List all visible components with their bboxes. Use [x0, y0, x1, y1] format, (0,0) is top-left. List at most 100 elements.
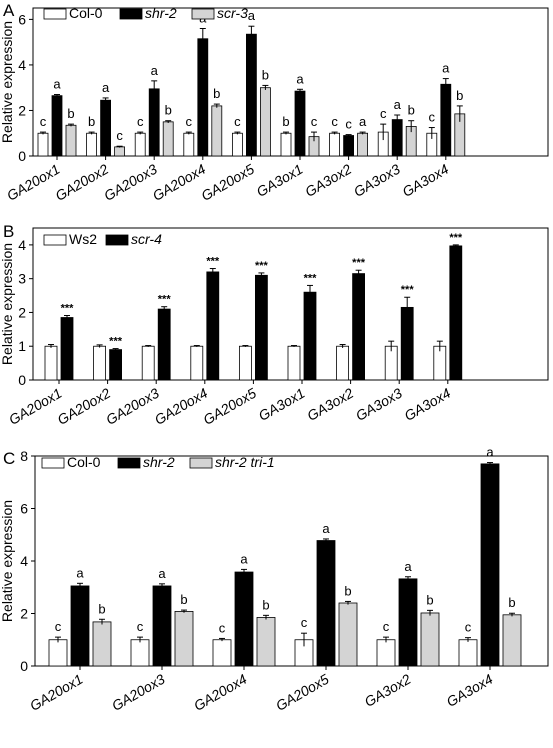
bar-col-0: [280, 132, 292, 157]
bar-shr-2-tri-1: [174, 611, 194, 667]
bar-shr-2: [100, 99, 111, 157]
bar-col-0: [130, 639, 150, 667]
significance-letter: a: [322, 521, 330, 536]
bar-ws2: [287, 345, 301, 381]
significance-stars: ***: [255, 260, 269, 272]
bar-scr-4: [449, 245, 463, 381]
legend-label: scr-3: [217, 5, 248, 21]
bar-shr-2: [440, 83, 452, 157]
significance-stars: ***: [352, 257, 366, 269]
bar-ws2: [141, 345, 155, 381]
bar-shr-2: [234, 571, 254, 667]
y-tick-label: 3: [18, 271, 26, 287]
significance-letter: c: [311, 114, 318, 129]
significance-stars: ***: [61, 302, 75, 314]
significance-letter: b: [98, 601, 105, 616]
y-tick-label: 2: [20, 606, 28, 622]
legend-label: shr-2: [145, 5, 177, 21]
y-axis-label: Relative expression: [0, 500, 15, 622]
legend-label: Col-0: [67, 454, 101, 470]
bar-shr-2: [391, 119, 403, 157]
legend-swatch: [43, 234, 67, 246]
significance-letter: a: [53, 77, 61, 92]
significance-letter: b: [67, 106, 74, 121]
bar-scr-4: [157, 308, 171, 381]
x-category-label: GA3ox4: [444, 671, 496, 710]
significance-letter: a: [240, 551, 248, 566]
y-tick-label: 2: [18, 304, 26, 320]
legend-label: Ws2: [69, 231, 97, 247]
x-category-label: GA20ox5: [200, 385, 259, 428]
bar-scr-4: [400, 306, 414, 381]
bar-shr-2: [480, 463, 500, 667]
x-category-label: GA20ox4: [152, 385, 211, 428]
bar-shr-2-tri-1: [502, 614, 522, 667]
legend-item: scr-4: [105, 231, 162, 247]
x-category-label: GA20ox1: [6, 385, 65, 428]
x-category-label: GA3ox3: [353, 385, 405, 424]
significance-letter: b: [165, 103, 172, 118]
bar-ws2: [238, 345, 252, 381]
bar-scr-4: [206, 271, 220, 381]
significance-letter: b: [456, 88, 463, 103]
y-tick-label: 6: [18, 11, 26, 27]
y-tick-label: 0: [20, 658, 28, 674]
y-tick-label: 6: [20, 501, 28, 517]
bar-shr-2-tri-1: [92, 621, 112, 667]
significance-letter: a: [486, 445, 494, 460]
x-category-label: GA20ox5: [273, 671, 332, 714]
legend-item: Col-0: [41, 454, 101, 470]
x-category-label: GA20ox1: [4, 161, 63, 204]
x-category-label: GA20ox1: [27, 671, 86, 714]
significance-letter: a: [442, 61, 450, 76]
bar-shr-2-tri-1: [338, 602, 358, 667]
bar-scr-3: [65, 124, 77, 157]
bar-col-0: [212, 639, 232, 667]
bar-col-0: [86, 132, 97, 157]
y-tick-label: 2: [18, 102, 26, 118]
significance-letter: c: [301, 615, 308, 630]
significance-letter: b: [426, 592, 433, 607]
significance-letter: a: [359, 114, 367, 129]
significance-letter: a: [248, 8, 256, 23]
significance-letter: c: [331, 114, 338, 129]
x-category-label: GA3ox4: [401, 385, 453, 424]
bar-scr-3: [162, 121, 174, 157]
legend-item: shr-2 tri-1: [189, 454, 275, 470]
significance-letter: c: [137, 114, 144, 129]
x-category-label: GA3ox2: [304, 385, 356, 424]
legend-item: Col-0: [43, 5, 103, 21]
y-tick-label: 4: [20, 553, 28, 569]
bar-shr-2: [245, 33, 257, 157]
x-category-label: GA20ox5: [198, 161, 257, 204]
bar-shr-2: [343, 135, 355, 157]
panel-letter: A: [3, 1, 15, 20]
significance-letter: b: [508, 595, 515, 610]
bar-shr-2: [294, 90, 306, 157]
significance-letter: c: [383, 619, 390, 634]
bar-shr-2: [70, 585, 90, 667]
significance-letter: a: [102, 80, 110, 95]
significance-letter: c: [137, 619, 144, 634]
bar-col-0: [329, 132, 341, 157]
x-category-label: GA3ox2: [302, 161, 354, 200]
legend-swatch: [105, 234, 129, 246]
significance-letter: b: [213, 86, 220, 101]
legend-label: scr-4: [131, 231, 162, 247]
x-category-label: GA20ox3: [101, 161, 160, 204]
significance-letter: c: [219, 620, 226, 635]
bar-shr-2-tri-1: [256, 617, 276, 667]
panel-letter: C: [3, 449, 15, 468]
legend-swatch: [119, 8, 143, 20]
bar-shr-2: [197, 38, 209, 157]
significance-letter: b: [408, 103, 415, 118]
y-axis-label: Relative expression: [0, 21, 15, 143]
bar-ws2: [336, 345, 350, 381]
significance-letter: a: [158, 566, 166, 581]
x-category-label: GA20ox3: [103, 385, 162, 428]
significance-stars: ***: [158, 294, 172, 306]
significance-letter: a: [151, 63, 159, 78]
legend-swatch: [41, 457, 65, 469]
significance-letter: b: [88, 114, 95, 129]
